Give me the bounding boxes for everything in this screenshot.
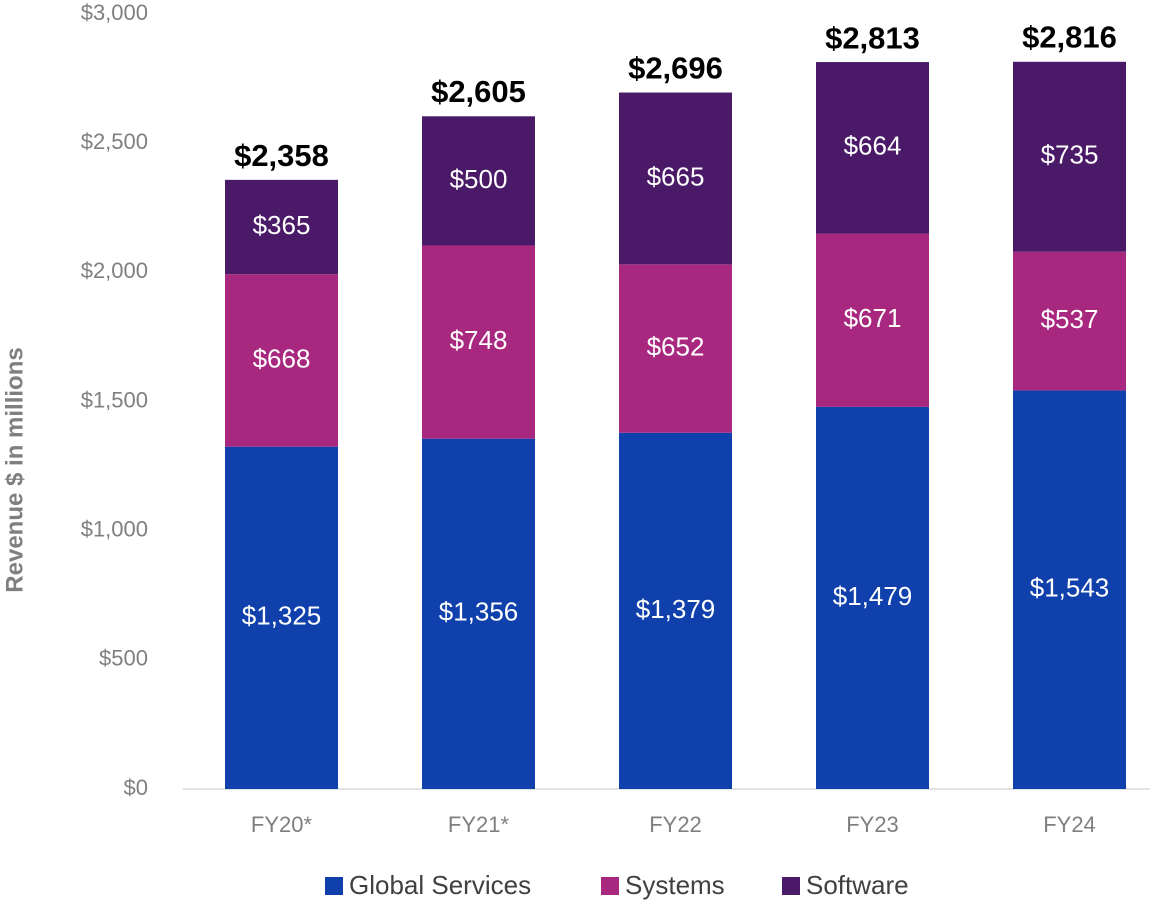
y-tick-label: $2,000	[81, 258, 148, 283]
x-tick-label: FY20*	[251, 812, 313, 837]
total-label: $2,813	[825, 20, 920, 55]
data-label: $1,379	[636, 594, 716, 624]
legend-label: Global Services	[349, 870, 531, 900]
bar-segment	[816, 233, 929, 407]
y-axis-label: Revenue $ in millions	[1, 347, 28, 592]
bar-segment	[225, 179, 338, 275]
bar-segment	[619, 92, 732, 265]
y-tick-label: $3,000	[81, 0, 148, 25]
bar-segment	[422, 438, 535, 789]
y-tick-label: $500	[99, 646, 148, 671]
y-tick-label: $2,500	[81, 129, 148, 154]
bar-segment	[1013, 61, 1126, 252]
data-label: $1,543	[1030, 573, 1110, 603]
total-label: $2,358	[234, 138, 329, 173]
data-label: $735	[1041, 140, 1099, 170]
data-label: $665	[647, 161, 705, 191]
y-tick-label: $1,500	[81, 387, 148, 412]
data-label: $1,479	[833, 581, 913, 611]
bar-segment	[225, 274, 338, 447]
legend-swatch	[601, 877, 619, 895]
bar-segment	[1013, 390, 1126, 789]
y-tick-label: $0	[124, 775, 148, 800]
bar-segment	[816, 62, 929, 234]
legend-label: Software	[806, 870, 909, 900]
x-tick-label: FY24	[1043, 812, 1096, 837]
bar-segment	[422, 116, 535, 246]
legend-label: Systems	[625, 870, 725, 900]
total-label: $2,816	[1022, 20, 1117, 55]
x-tick-label: FY21*	[448, 812, 510, 837]
data-label: $537	[1041, 304, 1099, 334]
data-label: $500	[450, 164, 508, 194]
data-label: $365	[253, 210, 311, 240]
bar-segment	[816, 406, 929, 789]
legend-swatch	[782, 877, 800, 895]
data-label: $652	[647, 331, 705, 361]
bar-segment	[422, 245, 535, 439]
x-tick-label: FY23	[846, 812, 899, 837]
x-tick-label: FY22	[649, 812, 702, 837]
bar-segment	[619, 432, 732, 789]
bar-segment	[225, 446, 338, 789]
y-tick-label: $1,000	[81, 516, 148, 541]
legend-swatch	[325, 877, 343, 895]
data-label: $671	[844, 303, 902, 333]
data-label: $664	[844, 131, 902, 161]
total-label: $2,696	[628, 51, 723, 86]
data-label: $668	[253, 343, 311, 373]
data-label: $748	[450, 325, 508, 355]
data-label: $1,356	[439, 597, 519, 627]
bar-segment	[619, 264, 732, 433]
total-label: $2,605	[431, 74, 526, 109]
data-label: $1,325	[242, 601, 322, 631]
bar-segment	[1013, 251, 1126, 391]
